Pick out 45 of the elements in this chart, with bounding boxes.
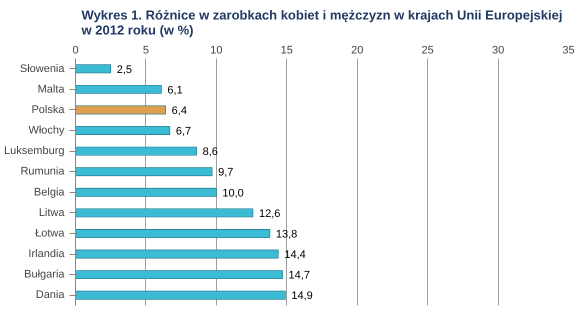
y-tick-label: Włochy — [28, 124, 65, 137]
data-label: 9,7 — [218, 166, 234, 179]
y-tick-label: Luksemburg — [4, 145, 65, 158]
data-label: 6,1 — [167, 84, 183, 96]
bar — [76, 270, 283, 280]
bar — [76, 106, 166, 114]
data-label: 12,6 — [258, 208, 280, 220]
x-tick-label: 0 — [72, 44, 79, 56]
y-tick-label: Litwa — [38, 206, 66, 219]
x-tick-label: 15 — [280, 44, 293, 56]
data-label: 6,7 — [176, 126, 192, 138]
chart-title: Wykres 1. Różnice w zarobkach kobiet i mężczyzn w krajach Unii Europejskiej w 2012 roku (w %) — [80, 8, 562, 38]
data-label: 8,6 — [202, 146, 218, 158]
y-tick-label: Irlandia — [28, 248, 66, 260]
y-tick-label: Malta — [38, 83, 66, 96]
bar — [76, 146, 197, 156]
x-tick-label: 30 — [492, 44, 504, 56]
bar — [76, 208, 254, 218]
data-label: 2,5 — [116, 64, 132, 76]
x-tick-label: 5 — [142, 44, 149, 56]
bar — [76, 64, 112, 74]
y-tick-label: Polska — [31, 104, 66, 116]
bar — [76, 290, 286, 300]
bar — [76, 126, 170, 135]
x-tick-label: 10 — [210, 44, 222, 56]
data-label: 13,8 — [276, 228, 298, 240]
x-tick-label: 25 — [422, 44, 434, 56]
bar — [76, 188, 217, 197]
data-label: 14,9 — [291, 290, 313, 302]
data-label: 14,4 — [284, 249, 306, 262]
y-tick-label: Belgia — [34, 186, 66, 198]
x-tick-label: 35 — [562, 44, 575, 56]
data-label: 14,7 — [288, 270, 310, 282]
y-tick-label: Słowenia — [20, 62, 66, 75]
data-label: 6,4 — [172, 104, 187, 117]
y-tick-label: Rumunia — [20, 166, 66, 178]
bar — [76, 250, 279, 258]
data-label: 10,0 — [222, 187, 244, 200]
bar — [76, 167, 212, 176]
y-tick-label: Dania — [36, 289, 66, 302]
y-tick-label: Bułgaria — [24, 268, 66, 281]
bar — [76, 229, 270, 238]
bar — [76, 84, 162, 94]
y-tick-label: Łotwa — [35, 227, 66, 240]
x-tick-label: 20 — [351, 44, 364, 56]
